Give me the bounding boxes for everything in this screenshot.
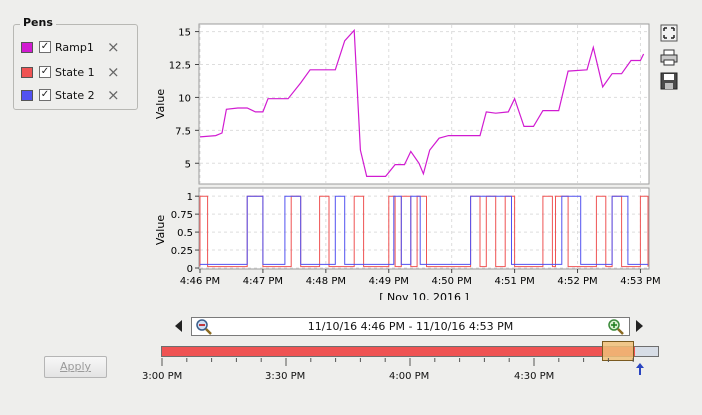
pen-row-ramp1[interactable]: ✓ Ramp1 ⨯ [21,39,120,55]
scroll-right-arrow-icon[interactable] [635,319,645,333]
upper-plot-frame [198,23,650,185]
x-tick-label: 4:53 PM [620,276,660,287]
y-tick-label: 1 [187,192,193,203]
pen-row-state2[interactable]: ✓ State 2 ⨯ [21,87,120,103]
print-icon[interactable] [660,48,678,66]
y-tick-label: 15 [178,28,191,39]
pen-checkbox[interactable]: ✓ [39,66,51,78]
range-display [191,317,630,336]
series-line-state-2 [199,195,649,265]
range-text: 11/10/16 4:46 PM - 11/10/16 4:53 PM [307,320,514,333]
chart-area[interactable]: 15 12.5 10 7.5 5 1 0.75 0.5 0.25 0 4:46 PM 4:47 P… [0,0,702,300]
y-tick-label: 0.75 [171,210,193,221]
scroll-left-arrow-icon[interactable] [173,319,183,333]
pens-title: Pens [20,16,56,29]
pen-color-swatch[interactable] [21,41,33,53]
pen-label: State 2 [55,88,95,102]
x-tick-label: 4:50 PM [432,276,472,287]
timeline-label-3: 4:30 PM [514,371,555,382]
y-tick-label: 10 [178,93,191,104]
timeline-range-handle[interactable] [602,341,634,361]
lower-y-axis-label: Value [154,215,167,245]
pen-checkbox[interactable]: ✓ [39,89,51,101]
pen-checkbox[interactable]: ✓ [39,41,51,53]
x-tick-label: 4:46 PM [180,276,220,287]
y-tick-label: 0.5 [177,228,193,239]
save-icon[interactable] [660,72,678,90]
timeline-axis [161,358,634,366]
pen-label: Ramp1 [55,40,94,54]
upper-y-axis-label: Value [154,89,167,119]
fullscreen-icon[interactable] [660,24,678,42]
pens-panel [13,24,138,110]
y-tick-label: 7.5 [175,126,191,137]
pen-color-swatch[interactable] [21,66,33,78]
remove-pen-icon[interactable]: ⨯ [107,38,120,56]
lower-plot-frame [198,187,650,270]
live-marker-icon[interactable] [634,362,646,376]
pen-label: State 1 [55,65,95,79]
remove-pen-icon[interactable]: ⨯ [107,63,120,81]
x-tick-label: 4:49 PM [369,276,409,287]
y-tick-label: 5 [185,159,191,170]
apply-button[interactable]: Apply [44,356,107,378]
y-tick-label: 0.25 [171,246,193,257]
x-tick-label: 4:52 PM [557,276,597,287]
zoom-in-icon[interactable] [608,319,624,335]
pen-row-state1[interactable]: ✓ State 1 ⨯ [21,64,120,80]
timeline-label-0: 3:00 PM [142,371,183,382]
x-axis-label: [ Nov 10, 2016 ] [379,291,469,300]
pen-color-swatch[interactable] [21,89,33,101]
series-line-ramp1 [199,28,645,177]
zoom-out-icon[interactable] [196,319,212,335]
x-tick-label: 4:51 PM [494,276,534,287]
timeline-data-fill [162,347,635,356]
y-tick-label: 0 [187,264,193,275]
x-tick-label: 4:48 PM [306,276,346,287]
y-tick-label: 12.5 [169,61,191,72]
timeline-label-2: 4:00 PM [389,371,430,382]
x-tick-label: 4:47 PM [243,276,283,287]
remove-pen-icon[interactable]: ⨯ [107,86,120,104]
timeline-label-1: 3:30 PM [265,371,306,382]
